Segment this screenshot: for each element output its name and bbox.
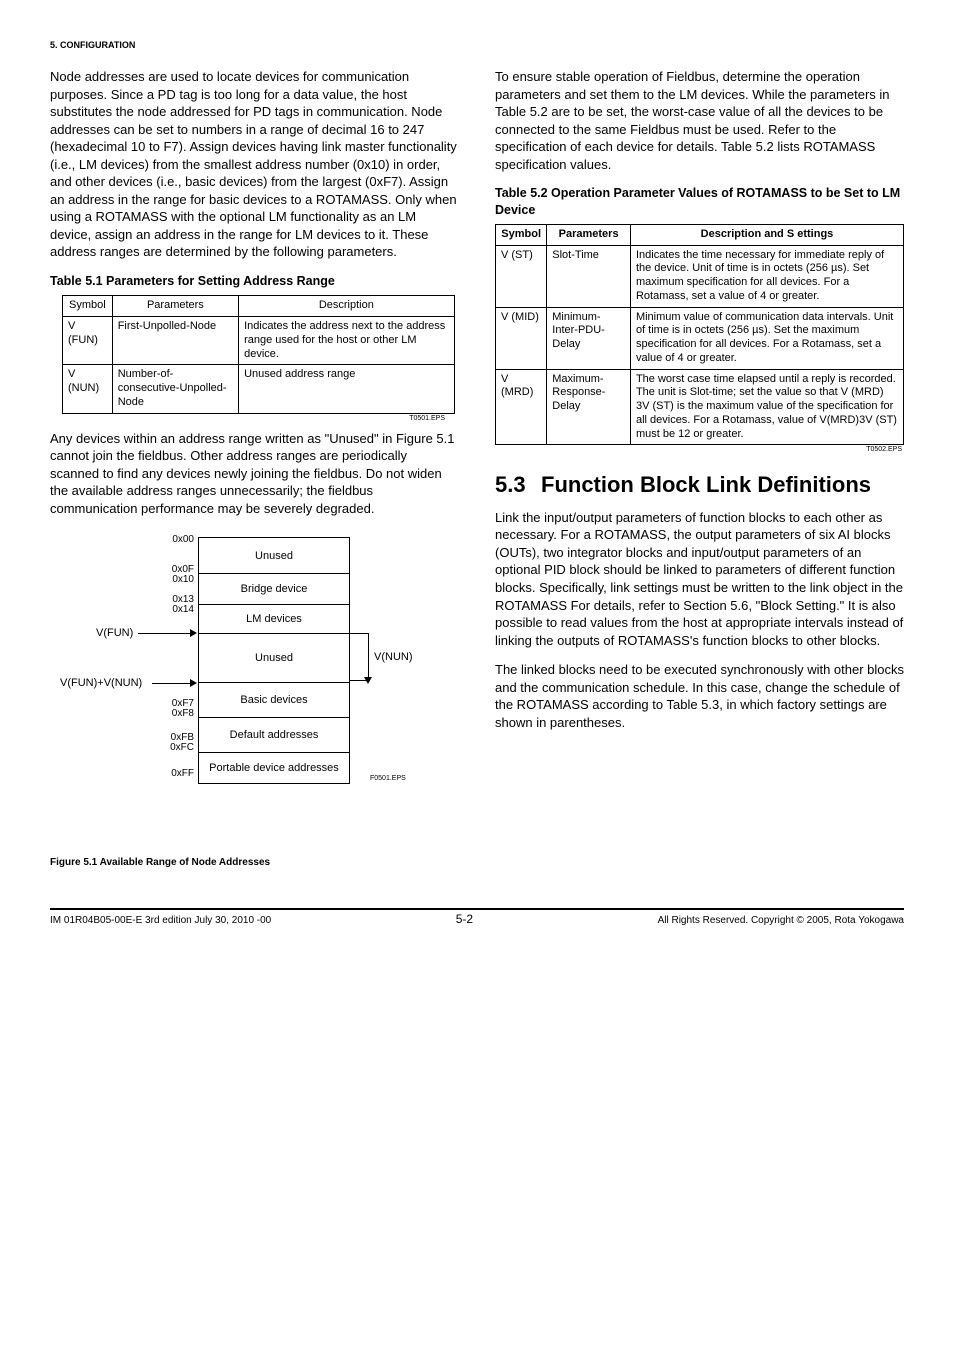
fig-box-unused1: Unused [199,538,349,573]
addr-0xfc: 0xFC [162,743,194,753]
fig-arrowhead-vnun [364,677,372,684]
figure51: Unused Bridge device LM devices Unused B… [50,529,459,849]
table51-col1: Parameters [112,296,238,317]
fig-eps: F0501.EPS [370,775,406,782]
table52-col2: Description and S ettings [630,224,903,245]
table51-col0: Symbol [63,296,113,317]
addr-0xf8: 0xF8 [162,709,194,719]
fig-arrow-vfun [138,633,192,634]
table52-caption: Table 5.2 Operation Parameter Values of … [495,185,904,218]
para-stable-operation: To ensure stable operation of Fieldbus, … [495,68,904,173]
table52-r1c2: Minimum value of communication data inte… [630,307,903,369]
table52-r1c0: V (MID) [496,307,547,369]
table51-r0c1: First-Unpolled-Node [112,317,238,365]
table52-r1c1: Minimum-Inter-PDU-Delay [547,307,631,369]
table51-r1c2: Unused address range [239,365,455,413]
table52-r0c1: Slot-Time [547,245,631,307]
addr-0xff: 0xFF [162,769,194,779]
para-sync-schedule: The linked blocks need to be executed sy… [495,661,904,731]
fig-arrowhead-vfunnun [190,679,197,687]
footer-left: IM 01R04B05-00E-E 3rd edition July 30, 2… [50,915,271,926]
table52-r2c1: Maximum-Response-Delay [547,369,631,445]
figure51-caption: Figure 5.1 Available Range of Node Addre… [50,857,459,868]
fig-label-vfunnun: V(FUN)+V(NUN) [60,677,142,689]
addr-0x00: 0x00 [162,535,194,545]
table52-r2c0: V (MRD) [496,369,547,445]
para-link-blocks: Link the input/output parameters of func… [495,509,904,649]
fig-box-unused2: Unused [199,633,349,682]
table51-caption: Table 5.1 Parameters for Setting Address… [50,273,459,289]
fig-label-vnun: V(NUN) [374,651,413,663]
right-column: To ensure stable operation of Fieldbus, … [495,68,904,868]
two-column-layout: Node addresses are used to locate device… [50,68,904,868]
table51-r1c1: Number-of-consecutive-Unpolled-Node [112,365,238,413]
table52: Symbol Parameters Description and S etti… [495,224,904,446]
para-node-addresses: Node addresses are used to locate device… [50,68,459,261]
fig-label-vfun: V(FUN) [96,627,133,639]
left-column: Node addresses are used to locate device… [50,68,459,868]
table51-r1c0: V (NUN) [63,365,113,413]
addr-0x14: 0x14 [162,605,194,615]
table52-eps: T0502.EPS [495,446,902,453]
table52-r2c2: The worst case time elapsed until a repl… [630,369,903,445]
fig-bracket-vert [368,633,369,681]
fig-box-default: Default addresses [199,717,349,752]
footer: IM 01R04B05-00E-E 3rd edition July 30, 2… [50,908,904,926]
running-head: 5. CONFIGURATION [50,40,904,50]
section-title: Function Block Link Definitions [541,472,871,497]
addr-0x10: 0x10 [162,575,194,585]
table51-eps: T0501.EPS [50,415,445,422]
table52-col0: Symbol [496,224,547,245]
table52-col1: Parameters [547,224,631,245]
fig-box-bridge: Bridge device [199,573,349,604]
table52-r0c2: Indicates the time necessary for immedia… [630,245,903,307]
para-unused-range: Any devices within an address range writ… [50,430,459,518]
fig-arrow-vfunnun [152,683,192,684]
fig-arrowhead-vfun [190,629,197,637]
table51: Symbol Parameters Description V (FUN) Fi… [62,295,455,413]
fig-box-basic: Basic devices [199,682,349,717]
table52-r0c0: V (ST) [496,245,547,307]
section-number: 5.3 [495,471,541,499]
table51-col2: Description [239,296,455,317]
table51-r0c2: Indicates the address next to the addres… [239,317,455,365]
fig-box-portable: Portable device addresses [199,752,349,783]
footer-page: 5-2 [456,912,473,926]
footer-right: All Rights Reserved. Copyright © 2005, R… [658,915,904,926]
fig-box-lm: LM devices [199,604,349,633]
section-5-3-heading: 5.3Function Block Link Definitions [495,471,904,499]
table51-r0c0: V (FUN) [63,317,113,365]
fig-bracket-top [350,633,368,634]
